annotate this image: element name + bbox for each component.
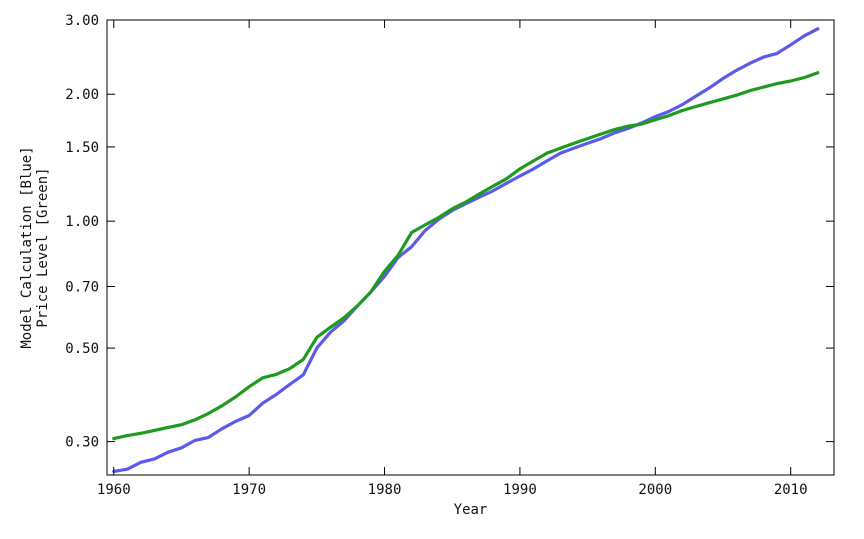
x-tick-label: 1980 (368, 482, 402, 498)
y-axis-title-line-1: Model Calculation [Blue] (19, 146, 35, 348)
y-tick-label: 1.00 (65, 214, 99, 230)
y-tick-label: 3.00 (65, 13, 99, 29)
x-tick-label: 1960 (97, 482, 131, 498)
x-tick-label: 1990 (503, 482, 537, 498)
y-tick-label: 2.00 (65, 87, 99, 103)
x-tick-label: 1970 (232, 482, 266, 498)
series-layer (112, 27, 820, 473)
y-axis-title-line-2: Price Level [Green] (35, 167, 51, 327)
y-tick-label: 1.50 (65, 140, 99, 156)
x-tick-label: 2010 (774, 482, 808, 498)
series-line-green (112, 71, 820, 441)
y-tick-label: 0.70 (65, 279, 99, 295)
x-axis-title: Year (454, 502, 488, 518)
y-tick-label: 0.50 (65, 341, 99, 357)
y-axis: 0.30 0.50 0.70 1.00 1.50 2.00 3.00 (65, 13, 834, 451)
y-tick-label: 0.30 (65, 435, 99, 451)
x-axis: 1960 1970 1980 1990 2000 2010 (97, 20, 808, 498)
x-tick-label: 2000 (638, 482, 672, 498)
plot-frame (106, 19, 835, 476)
series-line-blue (112, 27, 820, 473)
